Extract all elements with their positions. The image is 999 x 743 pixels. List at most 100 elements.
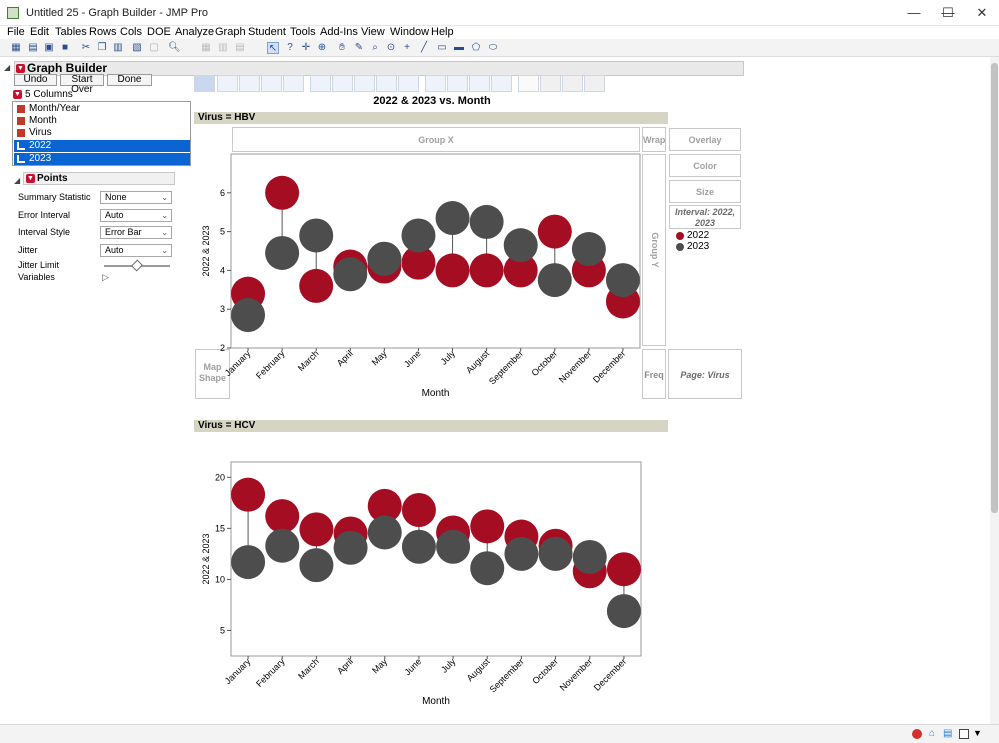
rect-tool-icon[interactable]: ▬ xyxy=(454,42,464,53)
help-tool-icon[interactable]: ? xyxy=(287,42,293,53)
brush-icon[interactable]: ✎ xyxy=(354,42,364,53)
stack-icon[interactable]: ▤ xyxy=(235,42,245,53)
contour-element-icon[interactable] xyxy=(283,75,304,92)
pie-element-icon[interactable] xyxy=(447,75,468,92)
text-box-icon[interactable]: ▭ xyxy=(437,42,447,53)
points-disclosure-icon[interactable]: ◢ xyxy=(14,176,21,185)
journal-icon[interactable]: ▧ xyxy=(132,42,142,53)
minimize-button[interactable]: — xyxy=(907,5,921,20)
ellipse-element-icon[interactable] xyxy=(261,75,282,92)
page-zone[interactable]: Page: Virus xyxy=(668,349,742,399)
treemap-element-icon[interactable] xyxy=(469,75,490,92)
line-element-icon[interactable] xyxy=(310,75,331,92)
new-data-table-icon[interactable]: ▦ xyxy=(11,42,21,53)
line-of-fit-element-icon[interactable] xyxy=(239,75,260,92)
error-interval-select[interactable]: Auto ⌄ xyxy=(100,209,172,222)
crosshair-icon[interactable]: ✛ xyxy=(301,42,311,53)
vertical-scrollbar[interactable] xyxy=(990,57,999,724)
window-list-icon[interactable]: ▤ xyxy=(943,728,953,739)
parallel-element-icon[interactable] xyxy=(584,75,605,92)
menu-file[interactable]: File xyxy=(7,26,25,38)
jitter-value: Auto xyxy=(105,245,124,255)
maximize-button[interactable]: ☐ xyxy=(942,5,954,20)
smoother-element-icon[interactable] xyxy=(217,75,238,92)
window-select-icon[interactable] xyxy=(959,729,969,739)
oval-tool-icon[interactable]: ⬭ xyxy=(488,42,498,53)
points-menu-icon[interactable]: ▼ xyxy=(26,174,35,183)
error-status-icon[interactable] xyxy=(912,729,922,739)
freq-zone[interactable]: Freq xyxy=(642,349,666,399)
grabber-icon[interactable]: ✋︎ xyxy=(339,42,345,53)
minimize-button[interactable]: — xyxy=(941,5,955,20)
red-triangle-menu-icon[interactable]: ▼ xyxy=(16,64,25,73)
menu-tools[interactable]: Tools xyxy=(290,26,316,38)
disclosure-icon[interactable]: ◢ xyxy=(4,63,11,72)
lock-icon[interactable]: ▢ xyxy=(149,42,159,53)
map-shape-zone[interactable]: Map Shape xyxy=(195,349,230,399)
mosaic-element-icon[interactable] xyxy=(491,75,512,92)
bar-element-icon[interactable] xyxy=(332,75,353,92)
column-item[interactable]: Month/Year xyxy=(14,103,190,115)
done-button[interactable]: Done xyxy=(107,74,152,86)
menu-cols[interactable]: Cols xyxy=(120,26,143,38)
wrap-zone[interactable]: Wrap xyxy=(642,127,666,152)
variables-expand-icon[interactable]: ▷ xyxy=(102,272,109,282)
group-y-zone[interactable]: Group Y xyxy=(642,154,666,346)
menu-window[interactable]: Window xyxy=(390,26,430,38)
close-button[interactable]: ✕ xyxy=(976,5,988,20)
target-icon[interactable]: ⊕ xyxy=(317,42,327,53)
interval-style-select[interactable]: Error Bar ⌄ xyxy=(100,226,172,239)
menu-edit[interactable]: Edit xyxy=(30,26,49,38)
menu-view[interactable]: View xyxy=(361,26,385,38)
size-zone[interactable]: Size xyxy=(669,180,741,203)
cut-icon[interactable]: ✂ xyxy=(81,42,91,53)
caption-box-element-icon[interactable] xyxy=(518,75,539,92)
menu-student[interactable]: Student xyxy=(248,26,286,38)
points-element-icon[interactable] xyxy=(194,75,215,92)
split-icon[interactable]: ▥ xyxy=(218,42,228,53)
group-x-zone[interactable]: Group X xyxy=(232,127,640,152)
column-item[interactable]: Virus xyxy=(14,127,190,139)
undo-button[interactable]: Undo xyxy=(14,74,57,86)
jitter-select[interactable]: Auto ⌄ xyxy=(100,244,172,257)
map-shapes-element-icon[interactable] xyxy=(562,75,583,92)
columns-menu-icon[interactable]: ▼ xyxy=(13,90,22,99)
home-icon[interactable]: ⌂ xyxy=(929,728,936,739)
color-zone[interactable]: Color xyxy=(669,154,741,177)
menu-addins[interactable]: Add-Ins xyxy=(320,26,358,38)
box-plot-element-icon[interactable] xyxy=(376,75,397,92)
menu-help[interactable]: Help xyxy=(431,26,454,38)
scrollbar-thumb[interactable] xyxy=(991,63,998,513)
overlay-zone[interactable]: Overlay xyxy=(669,128,741,151)
polygon-tool-icon[interactable]: ⬠ xyxy=(471,42,481,53)
copy-icon[interactable]: ❐ xyxy=(97,42,107,53)
add-icon[interactable]: + xyxy=(404,42,410,53)
line-tool-icon[interactable]: ╱ xyxy=(420,42,428,53)
menu-tables[interactable]: Tables xyxy=(55,26,87,38)
heatmap-element-icon[interactable] xyxy=(425,75,446,92)
start-over-button[interactable]: Start Over xyxy=(60,74,104,95)
histogram-element-icon[interactable] xyxy=(398,75,419,92)
menu-doe[interactable]: DOE xyxy=(147,26,171,38)
zoom-icon[interactable]: ⊙ xyxy=(386,42,396,53)
search-icon[interactable]: 🔍︎ xyxy=(168,42,181,53)
formula-element-icon[interactable] xyxy=(540,75,561,92)
save-icon[interactable]: ■ xyxy=(61,42,69,53)
summary-statistic-select[interactable]: None ⌄ xyxy=(100,191,172,204)
open-folder-icon[interactable]: ▣ xyxy=(44,42,54,53)
table-icon[interactable]: ▦ xyxy=(201,42,211,53)
lasso-icon[interactable]: ⌕ xyxy=(372,42,378,53)
chevron-down-icon[interactable]: ▼ xyxy=(973,728,982,738)
column-list[interactable]: Month/Year Month Virus 2022 2023 xyxy=(12,101,191,166)
area-element-icon[interactable] xyxy=(354,75,375,92)
arrow-tool-icon[interactable]: ↖ xyxy=(267,42,279,54)
menu-rows[interactable]: Rows xyxy=(89,26,117,38)
menu-analyze[interactable]: Analyze xyxy=(175,26,215,38)
paste-icon[interactable]: ▥ xyxy=(113,42,123,53)
interval-legend-zone[interactable]: Interval: 2022, 2023 xyxy=(669,205,741,229)
column-item-selected[interactable]: 2022 xyxy=(14,140,190,152)
menu-graph[interactable]: Graph xyxy=(215,26,246,38)
open-icon[interactable]: ▤ xyxy=(28,42,38,53)
column-item[interactable]: Month xyxy=(14,115,190,127)
column-item-selected[interactable]: 2023 xyxy=(14,153,190,165)
